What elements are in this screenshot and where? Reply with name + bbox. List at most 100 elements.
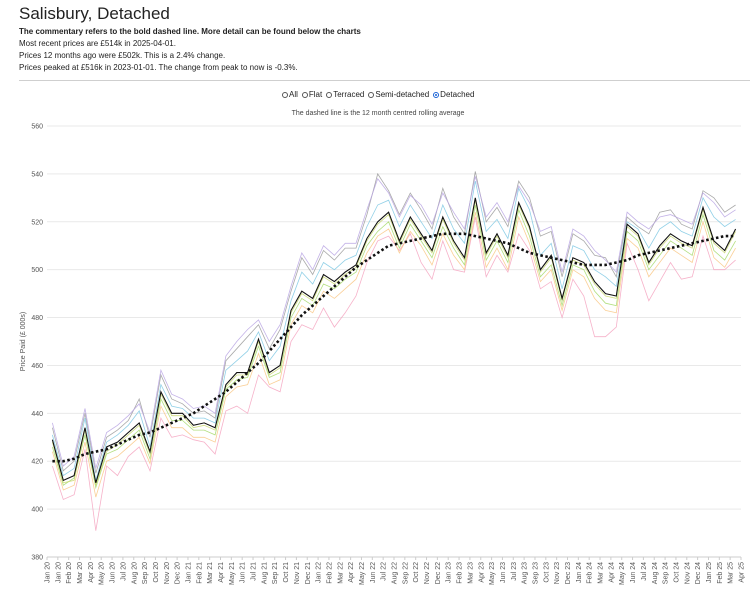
x-tick-label: Feb 22 xyxy=(326,562,333,584)
x-tick-label: Nov 22 xyxy=(424,562,431,584)
x-tick-label: Jan 25 xyxy=(706,562,713,583)
series-line-variant-2 xyxy=(52,181,736,481)
x-tick-label: Apr 25 xyxy=(739,562,746,583)
radio-flat-label: Flat xyxy=(308,90,323,99)
y-tick-label: 500 xyxy=(31,267,43,274)
x-tick-label: Mar 24 xyxy=(598,562,605,584)
x-tick-label: May 20 xyxy=(99,562,106,585)
x-tick-label: Jun 22 xyxy=(370,562,377,583)
x-tick-label: May 21 xyxy=(229,562,236,585)
x-tick-label: Feb 23 xyxy=(457,562,464,584)
x-tick-label: Jan 23 xyxy=(446,562,453,583)
x-tick-label: Apr 21 xyxy=(218,562,225,583)
y-tick-label: 560 xyxy=(31,124,43,131)
x-tick-label: Jun 23 xyxy=(500,562,507,583)
x-tick-label: Jan 21 xyxy=(185,562,192,583)
x-tick-label: Apr 24 xyxy=(608,562,615,583)
x-tick-label: Sep 21 xyxy=(272,562,279,584)
x-tick-label: Sep 23 xyxy=(532,562,539,584)
x-tick-label: Mar 23 xyxy=(467,562,474,584)
x-tick-label: Jul 21 xyxy=(251,562,258,581)
page-title: Salisbury, Detached xyxy=(19,4,170,23)
x-tick-label: Nov 23 xyxy=(554,562,561,584)
y-tick-label: 440 xyxy=(31,411,43,418)
x-tick-label: Jan 20 xyxy=(55,562,62,583)
series-line-rolling-average xyxy=(52,232,736,463)
y-axis-label: Price Paid (£ 000s) xyxy=(20,312,27,372)
series-line-variant-5 xyxy=(52,212,736,498)
series-line-variant-3 xyxy=(52,204,736,490)
divider xyxy=(19,80,750,81)
series-line-variant-6 xyxy=(52,176,736,469)
x-tick-label: Feb 21 xyxy=(196,562,203,584)
x-tick-label: Oct 23 xyxy=(543,562,550,583)
x-tick-label: Sep 20 xyxy=(142,562,149,584)
x-tick-label: Feb 24 xyxy=(587,562,594,584)
radio-all-label: All xyxy=(289,90,298,99)
x-tick-label: Jul 24 xyxy=(641,562,648,581)
x-tick-label: Nov 21 xyxy=(294,562,301,584)
x-tick-label: Nov 20 xyxy=(164,562,171,584)
y-tick-label: 380 xyxy=(31,555,43,562)
chart-subtitle: The dashed line is the 12 month centred … xyxy=(291,110,465,117)
x-tick-label: Dec 20 xyxy=(175,562,182,584)
y-tick-label: 400 xyxy=(31,507,43,514)
x-tick-label: Sep 24 xyxy=(663,562,670,584)
y-tick-label: 420 xyxy=(31,459,43,466)
property-type-selector: All Flat Terraced Semi-detached Detached xyxy=(282,90,474,99)
x-tick-label: Oct 24 xyxy=(673,562,680,583)
radio-semi-detached-label: Semi-detached xyxy=(375,90,430,99)
radio-detached[interactable]: Detached xyxy=(433,90,474,99)
x-tick-label: Sep 22 xyxy=(402,562,409,584)
x-tick-label: Apr 20 xyxy=(88,562,95,583)
radio-all-button[interactable] xyxy=(282,91,288,98)
x-tick-label: Jun 21 xyxy=(240,562,247,583)
series-line-detached xyxy=(51,197,737,483)
x-tick-label: Aug 24 xyxy=(652,562,659,584)
x-tick-label: Aug 22 xyxy=(392,562,399,584)
radio-semi-detached[interactable]: Semi-detached xyxy=(368,90,429,99)
radio-terraced[interactable]: Terraced xyxy=(326,90,364,99)
x-tick-label: Mar 20 xyxy=(77,562,84,584)
series-line-variant-1 xyxy=(52,171,736,474)
radio-terraced-label: Terraced xyxy=(333,90,365,99)
x-tick-label: Aug 21 xyxy=(261,562,268,584)
x-tick-label: Apr 22 xyxy=(348,562,355,583)
x-tick-label: Jun 20 xyxy=(110,562,117,583)
x-tick-label: Feb 25 xyxy=(717,562,724,584)
x-tick-label: May 23 xyxy=(489,562,496,585)
x-tick-label: Oct 20 xyxy=(153,562,160,583)
x-tick-label: Mar 22 xyxy=(337,562,344,584)
y-tick-label: 480 xyxy=(31,315,43,322)
radio-semi-detached-button[interactable] xyxy=(368,91,375,98)
x-tick-label: Oct 21 xyxy=(283,562,290,583)
radio-flat-button[interactable] xyxy=(301,91,308,98)
x-tick-label: Dec 22 xyxy=(435,562,442,584)
year-change-text: Prices 12 months ago were £502k. This is… xyxy=(19,51,226,60)
x-tick-label: May 22 xyxy=(359,562,366,585)
radio-terraced-button[interactable] xyxy=(326,91,333,98)
x-tick-label: May 24 xyxy=(619,562,626,585)
x-tick-label: Aug 23 xyxy=(522,562,529,584)
x-tick-label: Apr 23 xyxy=(478,562,485,583)
recent-price-text: Most recent prices are £514k in 2025-04-… xyxy=(19,39,176,48)
x-tick-label: Jul 22 xyxy=(381,562,388,581)
x-tick-label: Jan 20 xyxy=(45,562,52,583)
x-tick-label: Jan 24 xyxy=(576,562,583,583)
x-tick-label: Mar 21 xyxy=(207,562,214,584)
x-tick-label: Dec 24 xyxy=(695,562,702,584)
x-tick-label: Oct 22 xyxy=(413,562,420,583)
x-tick-label: Mar 25 xyxy=(728,562,735,584)
radio-all[interactable]: All xyxy=(282,90,298,99)
radio-detached-label: Detached xyxy=(440,90,475,99)
x-tick-label: Dec 21 xyxy=(305,562,312,584)
y-tick-label: 520 xyxy=(31,219,43,226)
x-tick-label: Feb 20 xyxy=(66,562,73,584)
radio-flat[interactable]: Flat xyxy=(301,90,323,99)
x-tick-label: Nov 24 xyxy=(684,562,691,584)
commentary-note: The commentary refers to the bold dashed… xyxy=(19,27,361,36)
x-tick-label: Jul 20 xyxy=(120,562,127,581)
x-tick-label: Jun 24 xyxy=(630,562,637,583)
radio-detached-button[interactable] xyxy=(433,91,440,98)
